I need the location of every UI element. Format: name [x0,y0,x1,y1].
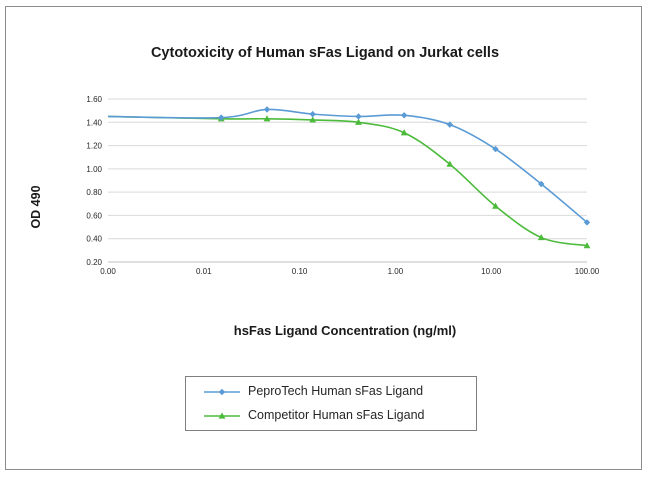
chart-title: Cytotoxicity of Human sFas Ligand on Jur… [150,45,500,61]
series-1-point-7 [492,202,499,209]
series-0-point-7 [492,145,499,153]
series-0-point-2 [263,106,271,113]
series-line-0 [107,108,588,224]
legend-marker-0 [218,388,226,396]
series-0-point-1 [218,114,225,121]
series-1-point-2 [263,115,271,122]
x-tick-label-0: 0.00 [100,267,116,276]
y-tick-label-5: 1.20 [86,142,102,151]
x-axis-label: hsFas Ligand Concentration (ng/ml) [233,323,457,338]
series-line-1 [107,115,588,247]
series-0-point-8 [538,180,545,188]
legend-label-peprotech: PeproTech Human sFas Ligand [248,384,424,398]
series-1-point-3 [309,116,317,123]
series-0-point-9 [583,219,591,226]
y-tick-label-4: 1.00 [86,165,102,174]
legend: PeproTech Human sFas Ligand Competitor H… [185,376,477,431]
legend-swatch-competitor [204,412,240,419]
series-0-point-3 [309,110,316,118]
series-1-point-8 [537,233,545,241]
x-tick-label-5: 100.00 [575,267,600,276]
series-0-point-5 [400,112,408,119]
y-tick-label-0: 0.20 [86,258,102,267]
legend-marker-1 [218,412,226,419]
y-tick-label-2: 0.60 [86,211,102,220]
y-tick-label-3: 0.80 [86,188,102,197]
legend-entry-peprotech: PeproTech Human sFas Ligand [186,382,476,402]
series-0-point-4 [355,113,362,120]
series-0-point-6 [446,121,454,128]
x-tick-label-3: 1.00 [388,267,404,276]
y-tick-label-6: 1.40 [86,118,102,127]
y-tick-label-1: 0.40 [86,235,102,244]
series-1-point-5 [400,129,408,136]
x-tick-label-4: 10.00 [481,267,502,276]
legend-label-competitor: Competitor Human sFas Ligand [248,408,425,422]
series-1-point-9 [583,242,591,249]
y-tick-label-7: 1.60 [86,95,102,104]
legend-swatch-peprotech [204,388,240,396]
x-tick-label-1: 0.01 [196,267,212,276]
legend-entry-competitor: Competitor Human sFas Ligand [186,406,476,426]
series-1-point-4 [355,118,362,125]
series-1-point-6 [446,160,454,167]
x-tick-label-2: 0.10 [292,267,308,276]
